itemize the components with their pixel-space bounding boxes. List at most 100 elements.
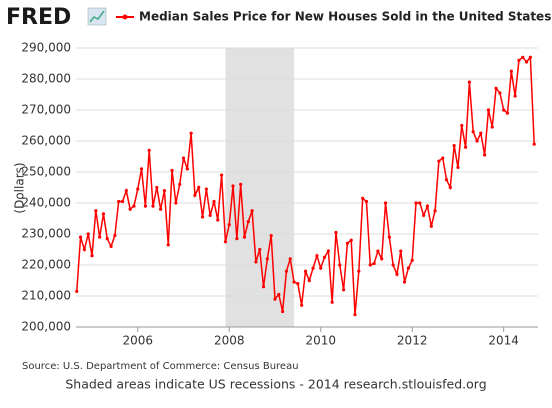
data-point [139, 167, 144, 171]
data-point [231, 184, 235, 188]
data-point [391, 263, 395, 267]
logo-icon [87, 7, 107, 26]
data-point [86, 232, 90, 236]
data-point [349, 238, 353, 242]
x-tick-label: 2006 [122, 334, 153, 348]
data-point [258, 247, 262, 252]
data-point [204, 187, 208, 191]
data-point [162, 189, 167, 193]
x-tick-label: 2010 [305, 334, 336, 348]
data-point [117, 199, 121, 204]
data-point [517, 58, 521, 63]
y-tick-label: 260,000 [21, 134, 71, 148]
data-point [429, 224, 433, 228]
data-point [509, 69, 513, 73]
data-point [326, 249, 330, 253]
data-point [281, 309, 285, 314]
data-point [300, 303, 304, 307]
data-point [452, 144, 456, 148]
data-point [98, 235, 102, 239]
data-point [277, 292, 281, 297]
data-point [361, 196, 365, 200]
data-point [368, 263, 372, 267]
data-point [441, 156, 445, 160]
data-point [498, 91, 502, 95]
data-point [235, 237, 239, 241]
data-point [155, 185, 159, 190]
data-point [185, 167, 189, 171]
data-point [387, 235, 391, 239]
data-point [483, 153, 487, 157]
data-point [513, 94, 517, 98]
data-point [460, 123, 464, 128]
data-point [402, 280, 407, 284]
y-tick-label: 280,000 [21, 72, 71, 86]
data-point [311, 266, 315, 270]
footnote: Shaded areas indicate US recessions - 20… [65, 377, 486, 392]
data-point [296, 282, 300, 286]
data-point [269, 233, 273, 238]
data-point [414, 201, 418, 205]
y-tick-label: 290,000 [21, 41, 71, 55]
data-point [227, 223, 231, 227]
data-point [219, 173, 224, 177]
data-point [463, 145, 468, 149]
data-point [448, 185, 452, 190]
data-point [197, 185, 201, 190]
data-point [200, 215, 205, 219]
data-point [444, 178, 449, 182]
data-point [399, 249, 403, 253]
data-point [330, 300, 334, 304]
data-point [406, 266, 411, 270]
data-point [223, 240, 228, 244]
recession-shade [225, 48, 295, 327]
data-point [307, 278, 311, 283]
y-tick-label: 220,000 [21, 258, 71, 272]
data-point [437, 159, 441, 163]
data-point [364, 199, 369, 204]
legend-marker [122, 14, 128, 20]
data-point [322, 255, 327, 259]
data-point [170, 168, 174, 173]
data-point [250, 209, 254, 213]
data-point [422, 213, 426, 217]
data-point [181, 156, 186, 160]
data-point [479, 131, 483, 135]
data-point [189, 131, 193, 135]
data-point [521, 55, 525, 59]
y-axis-label: (Dollars) [13, 162, 27, 213]
data-point [284, 269, 289, 273]
data-point [208, 213, 212, 217]
data-point [78, 235, 83, 239]
data-point [524, 60, 529, 64]
data-point [147, 148, 151, 152]
data-point [113, 233, 117, 238]
y-tick-label: 240,000 [21, 196, 71, 210]
y-tick-label: 210,000 [21, 289, 71, 303]
data-point [303, 269, 308, 273]
data-point [90, 254, 94, 258]
data-point [166, 243, 170, 247]
data-point [433, 209, 437, 213]
data-point [357, 269, 361, 273]
x-tick-label: 2012 [397, 334, 428, 348]
data-point [334, 230, 338, 235]
data-point [372, 261, 376, 266]
legend-label: Median Sales Price for New Houses Sold i… [139, 10, 551, 24]
data-point [490, 125, 494, 129]
data-point [532, 142, 536, 146]
data-point [109, 244, 113, 248]
source: Source: U.S. Department of Commerce: Cen… [22, 361, 299, 372]
data-point [94, 209, 98, 213]
data-point [143, 204, 147, 208]
data-point [136, 187, 140, 191]
data-point [273, 297, 277, 301]
data-point [193, 193, 197, 197]
data-point [528, 55, 532, 59]
data-point [128, 207, 132, 211]
data-point [265, 257, 269, 261]
data-point [486, 108, 491, 112]
data-point [288, 257, 292, 261]
